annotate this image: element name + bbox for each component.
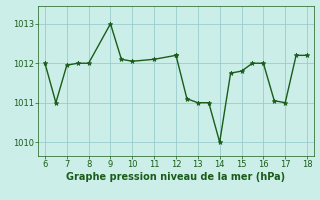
X-axis label: Graphe pression niveau de la mer (hPa): Graphe pression niveau de la mer (hPa) [67, 172, 285, 182]
